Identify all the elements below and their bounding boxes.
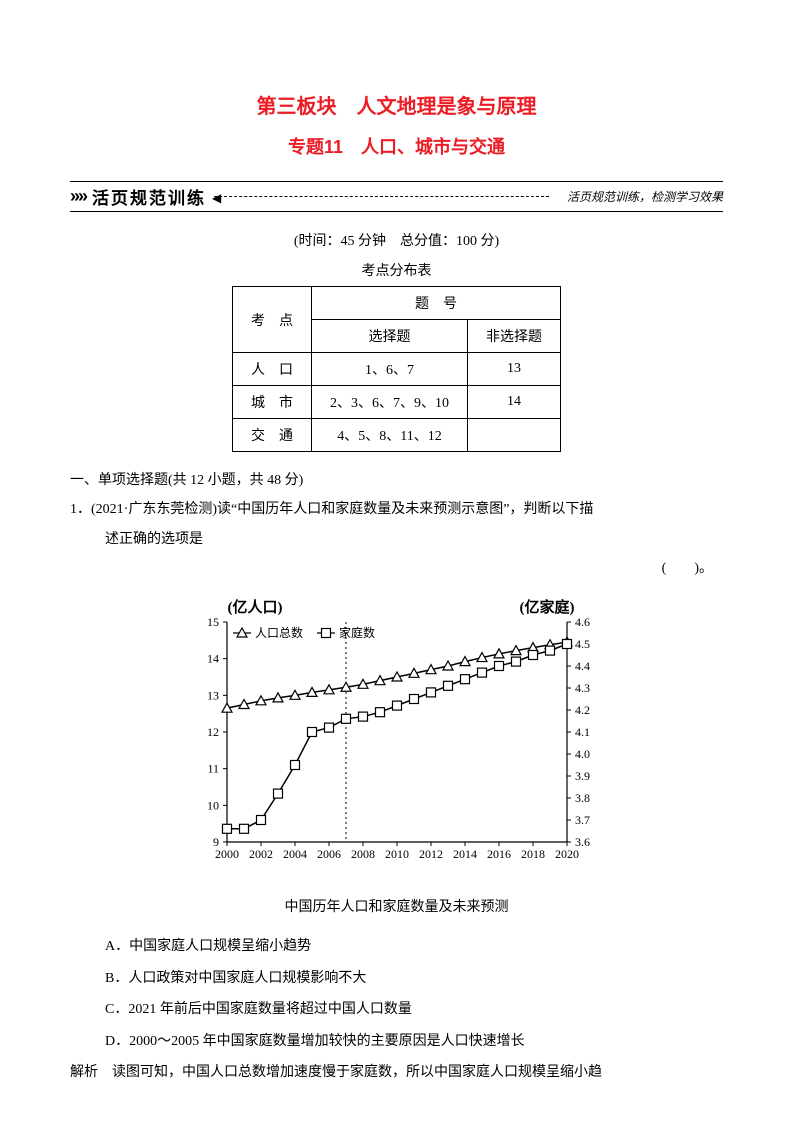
svg-text:2002: 2002 xyxy=(249,847,273,861)
svg-text:2016: 2016 xyxy=(487,847,511,861)
sub-title: 专题11 人口、城市与交通 xyxy=(70,133,723,159)
answer-paren: ( )。 xyxy=(70,554,723,583)
option-a: A．中国家庭人口规模呈缩小趋势 xyxy=(105,932,723,961)
svg-text:14: 14 xyxy=(207,651,219,665)
th-qno: 题 号 xyxy=(312,287,561,320)
svg-text:15: 15 xyxy=(207,615,219,629)
svg-text:2010: 2010 xyxy=(385,847,409,861)
svg-text:2006: 2006 xyxy=(317,847,341,861)
distribution-table: 考 点 题 号 选择题 非选择题 人 口 1、6、7 13 城 市 2、3、6、… xyxy=(232,286,561,452)
option-d: D．2000～2005 年中国家庭数量增加较快的主要原因是人口快速增长 xyxy=(105,1027,723,1056)
options-list: A．中国家庭人口规模呈缩小趋势 B．人口政策对中国家庭人口规模影响不大 C．20… xyxy=(70,932,723,1056)
table-caption: 考点分布表 xyxy=(70,260,723,280)
chevron-icon: »» xyxy=(70,186,86,207)
divider-arrow: ◀ xyxy=(214,196,559,197)
svg-text:家庭数: 家庭数 xyxy=(339,625,375,640)
svg-text:2004: 2004 xyxy=(283,847,307,861)
section-title: 活页规范训练 xyxy=(92,184,206,209)
svg-text:4.0: 4.0 xyxy=(575,747,590,761)
analysis-text: 解析 读图可知，中国人口总数增加速度慢于家庭数，所以中国家庭人口规模呈缩小趋 xyxy=(70,1058,723,1087)
part1-header: 一、单项选择题(共 12 小题，共 48 分) xyxy=(70,466,723,495)
svg-text:3.8: 3.8 xyxy=(575,791,590,805)
svg-text:3.9: 3.9 xyxy=(575,769,590,783)
svg-text:4.3: 4.3 xyxy=(575,681,590,695)
svg-text:2008: 2008 xyxy=(351,847,375,861)
svg-text:10: 10 xyxy=(207,798,219,812)
main-title: 第三板块 人文地理是象与原理 xyxy=(70,90,723,119)
svg-text:4.5: 4.5 xyxy=(575,637,590,651)
svg-text:4.6: 4.6 xyxy=(575,615,590,629)
svg-text:(亿人口): (亿人口) xyxy=(227,598,282,616)
svg-text:11: 11 xyxy=(207,761,219,775)
table-row: 城 市 2、3、6、7、9、10 14 xyxy=(233,386,561,419)
svg-text:4.4: 4.4 xyxy=(575,659,590,673)
q1-stem-cont: 述正确的选项是 xyxy=(70,525,723,554)
svg-text:2020: 2020 xyxy=(555,847,579,861)
svg-text:人口总数: 人口总数 xyxy=(255,625,303,640)
svg-text:2012: 2012 xyxy=(419,847,443,861)
population-family-chart: (亿人口)(亿家庭)91011121314153.63.73.83.94.04.… xyxy=(177,592,617,872)
svg-text:4.2: 4.2 xyxy=(575,703,590,717)
th-topic: 考 点 xyxy=(233,287,312,353)
th-choice: 选择题 xyxy=(312,320,468,353)
th-nonchoice: 非选择题 xyxy=(468,320,561,353)
section-bar: »» 活页规范训练 ◀ 活页规范训练，检测学习效果 xyxy=(70,181,723,212)
table-row: 人 口 1、6、7 13 xyxy=(233,353,561,386)
svg-text:2018: 2018 xyxy=(521,847,545,861)
option-b: B．人口政策对中国家庭人口规模影响不大 xyxy=(105,964,723,993)
q1-stem: 1．(2021·广东东莞检测)读“中国历年人口和家庭数量及未来预测示意图”，判断… xyxy=(70,495,723,524)
svg-text:(亿家庭): (亿家庭) xyxy=(519,598,574,616)
svg-text:12: 12 xyxy=(207,725,219,739)
svg-text:13: 13 xyxy=(207,688,219,702)
svg-text:4.1: 4.1 xyxy=(575,725,590,739)
svg-text:2014: 2014 xyxy=(453,847,477,861)
table-row: 交 通 4、5、8、11、12 xyxy=(233,419,561,452)
svg-text:2000: 2000 xyxy=(215,847,239,861)
chart-caption: 中国历年人口和家庭数量及未来预测 xyxy=(70,893,723,922)
section-note: 活页规范训练，检测学习效果 xyxy=(567,188,723,205)
time-score-line: (时间：45 分钟 总分值：100 分) xyxy=(70,230,723,250)
chart-container: (亿人口)(亿家庭)91011121314153.63.73.83.94.04.… xyxy=(177,592,617,883)
option-c: C．2021 年前后中国家庭数量将超过中国人口数量 xyxy=(105,995,723,1024)
svg-text:3.7: 3.7 xyxy=(575,813,590,827)
